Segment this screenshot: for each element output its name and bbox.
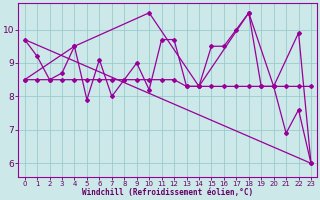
X-axis label: Windchill (Refroidissement éolien,°C): Windchill (Refroidissement éolien,°C) xyxy=(82,188,253,197)
